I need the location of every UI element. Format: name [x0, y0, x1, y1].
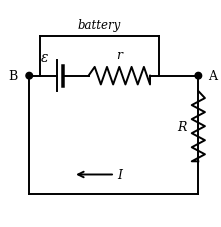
Text: R: R [177, 120, 187, 133]
Text: r: r [116, 49, 122, 62]
Text: ε: ε [41, 50, 48, 64]
Circle shape [195, 73, 202, 80]
Text: battery: battery [78, 19, 121, 32]
Circle shape [26, 73, 32, 80]
Text: B: B [8, 70, 17, 83]
Text: A: A [208, 70, 217, 83]
Text: I: I [117, 168, 122, 181]
